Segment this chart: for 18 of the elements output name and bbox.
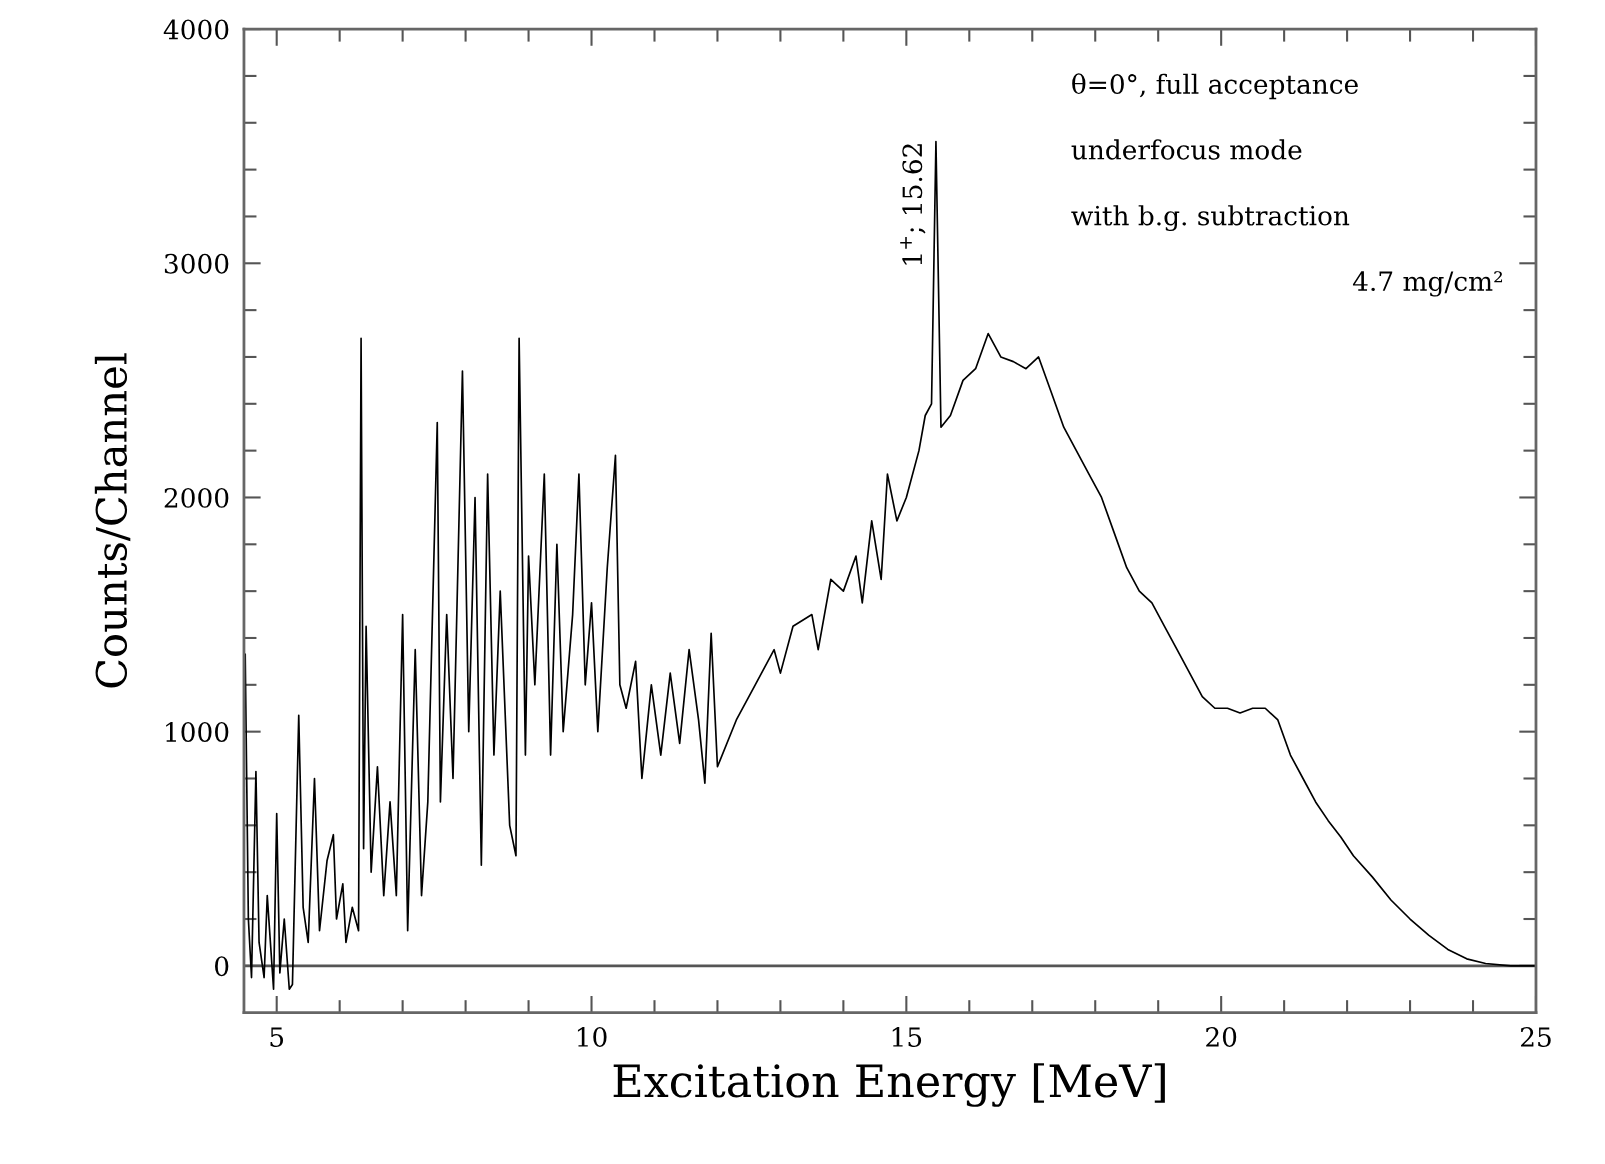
x-axis-title: Excitation Energy [MeV]: [613, 1063, 1165, 1107]
x-tick-label: 25: [1520, 1027, 1551, 1047]
y-tick-label: 3000: [164, 253, 229, 274]
annotation: underfocus mode: [1071, 139, 1302, 160]
y-tick-label: 0: [215, 956, 229, 977]
line-series: [244, 140, 1536, 991]
annotation: 4.7 mg/cm²: [1352, 271, 1503, 297]
x-tick-label: 20: [1206, 1027, 1237, 1047]
annotation: with b.g. subtraction: [1071, 205, 1350, 232]
annotation: 1$^{+}$; 15.62: [900, 144, 926, 265]
x-tick-label: 15: [892, 1027, 922, 1047]
x-tick-label: 10: [577, 1027, 607, 1047]
y-tick-label: 2000: [164, 487, 229, 508]
y-tick-label: 4000: [163, 19, 229, 40]
annotation: θ=0°, full acceptance: [1072, 73, 1358, 100]
y-tick-label: 1000: [166, 722, 229, 743]
x-tick-label: 5: [270, 1027, 284, 1047]
y-axis-title: Counts/Channel: [94, 353, 131, 688]
